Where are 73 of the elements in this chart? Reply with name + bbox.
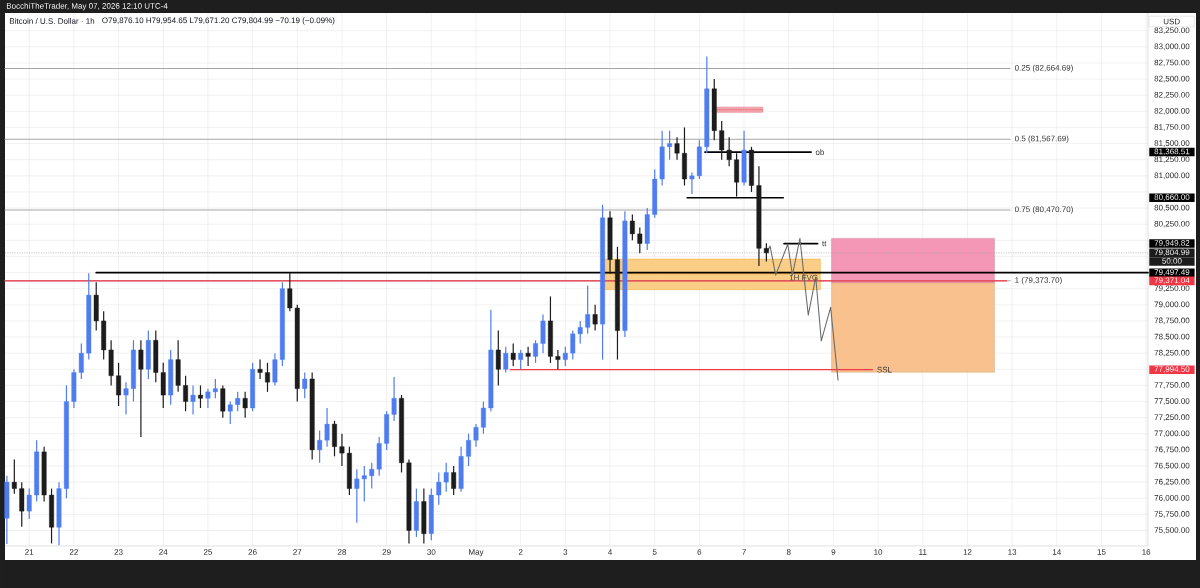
x-tick-label: 9 [831, 549, 836, 555]
x-tick-label: 7 [742, 549, 746, 555]
y-tick-label: 76,250.00 [1154, 478, 1190, 486]
y-axis-title: USD [1163, 18, 1180, 25]
series-label: 0.25 (82,664.69) [1014, 64, 1073, 73]
y-tick-label: 79,250.00 [1154, 285, 1190, 292]
x-tick-label: 25 [203, 549, 213, 555]
y-tick-label: 76,000.00 [1154, 494, 1190, 502]
y-tick-label: 79,371.04 [1154, 277, 1190, 285]
x-tick-label: 24 [159, 549, 168, 555]
x-tick-label: 15 [1097, 549, 1106, 555]
text: BocchiTheTrader, May 07, 2026 12:10 UTC-4 [6, 2, 168, 11]
y-tick-label: 79,497.49 [1154, 269, 1190, 276]
text: 50:00 [1162, 258, 1182, 264]
y-tick-label: 77,250.00 [1154, 414, 1190, 421]
x-tick-label: 8 [786, 549, 791, 555]
x-tick-label: 16 [1142, 549, 1151, 555]
chart-subtitle: O79,876.10 H79,954.65 L79,671.20 C79,804.99 −70.19 (−0.09%) [102, 17, 335, 25]
x-tick-label: 14 [1052, 549, 1062, 555]
y-tick-label: 76,750.00 [1154, 446, 1190, 454]
y-tick-label: 78,500.00 [1154, 333, 1190, 341]
y-tick-label: 80,250.00 [1154, 220, 1190, 228]
y-tick-label: 82,500.00 [1154, 75, 1190, 83]
y-tick-label: 81,500.00 [1154, 140, 1190, 147]
x-tick-label: 13 [1008, 549, 1017, 555]
x-tick-label: 5 [652, 549, 657, 555]
y-tick-label: 80,500.00 [1154, 204, 1190, 212]
x-tick-label: 4 [607, 549, 613, 555]
x-tick-label: 29 [382, 549, 391, 555]
y-tick-label: 81,368.51 [1154, 148, 1190, 156]
x-tick-label: 12 [963, 549, 972, 555]
y-tick-label: 81,000.00 [1154, 172, 1190, 180]
y-tick-label: 83,000.00 [1154, 43, 1190, 51]
x-tick-label: 23 [114, 549, 123, 555]
x-tick-label: 21 [25, 549, 34, 555]
y-tick-label: 79,804.99 [1154, 249, 1190, 257]
y-tick-label: 76,500.00 [1154, 462, 1190, 470]
x-tick-label: 6 [697, 549, 702, 555]
y-tick-label: 78,750.00 [1154, 317, 1190, 325]
y-tick-label: 75,750.00 [1154, 511, 1190, 518]
y-tick-label: 77,000.00 [1154, 430, 1190, 438]
y-tick-label: 82,750.00 [1154, 59, 1190, 67]
y-tick-label: 77,750.00 [1154, 382, 1190, 389]
series-label: 1H FVG [789, 274, 818, 281]
x-tick-label: 28 [337, 549, 347, 555]
y-tick-label: 79,000.00 [1154, 301, 1190, 309]
x-tick-label: 22 [69, 549, 78, 555]
x-tick-label: 3 [563, 549, 568, 555]
y-tick-label: 82,250.00 [1154, 91, 1190, 99]
y-tick-label: 75,500.00 [1154, 527, 1190, 534]
series-label: 0.5 (81,567.69) [1014, 135, 1069, 143]
series-label: 1 (79,373.70) [1015, 276, 1062, 285]
series-label: 0.75 (80,470.70) [1014, 206, 1073, 214]
x-tick-label: 11 [919, 549, 927, 555]
y-tick-label: 82,000.00 [1154, 108, 1190, 115]
y-tick-label: 81,750.00 [1154, 124, 1190, 131]
y-tick-label: 79,949.82 [1154, 240, 1190, 247]
x-tick-label: 30 [427, 549, 436, 555]
series-label: ob [815, 149, 825, 156]
y-tick-label: 81,250.00 [1154, 156, 1190, 164]
y-tick-label: 78,250.00 [1154, 349, 1190, 357]
x-tick-label: 2 [518, 549, 523, 555]
y-tick-label: 83,250.00 [1154, 27, 1190, 35]
y-tick-label: 80,660.00 [1154, 194, 1190, 201]
y-tick-label: 77,994.50 [1154, 366, 1190, 373]
series-label: tt [822, 240, 827, 247]
x-tick-label: 10 [874, 549, 883, 555]
x-tick-label: 27 [293, 549, 302, 555]
x-tick-label: 26 [248, 549, 257, 555]
x-tick-label: May [469, 549, 484, 557]
y-tick-label: 77,500.00 [1154, 398, 1190, 405]
series-label: SSL [877, 366, 892, 373]
chart-title: Bitcoin / U.S. Dollar · 1h [9, 18, 95, 24]
